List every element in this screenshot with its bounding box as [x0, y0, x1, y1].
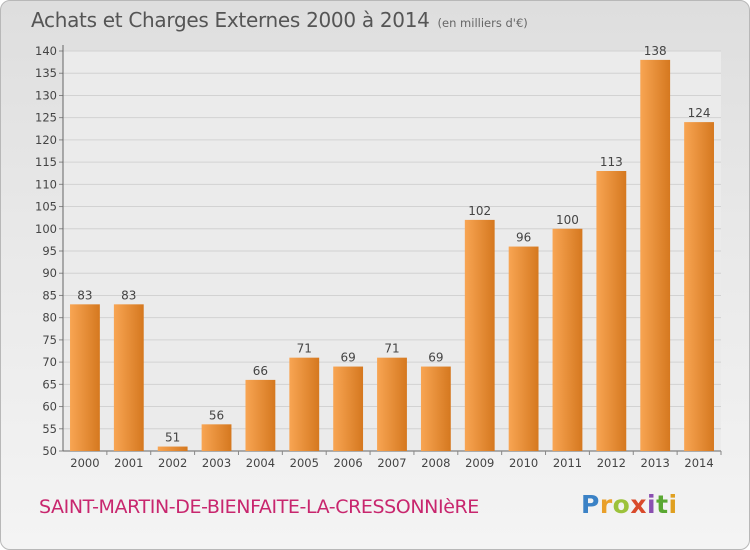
logo-letter: P	[581, 490, 600, 519]
data-label: 56	[209, 408, 224, 422]
y-tick-label: 60	[42, 400, 57, 414]
y-tick-label: 120	[35, 133, 57, 147]
data-label: 71	[384, 342, 399, 356]
y-tick-label: 115	[35, 155, 57, 169]
x-tick-label: 2009	[465, 456, 494, 470]
y-tick-label: 95	[42, 244, 57, 258]
logo-letter: r	[599, 490, 613, 519]
y-tick-label: 105	[35, 200, 57, 214]
bar	[420, 366, 451, 451]
data-label: 66	[253, 364, 268, 378]
y-tick-label: 75	[42, 333, 57, 347]
bar	[157, 446, 188, 451]
data-label: 138	[644, 44, 667, 58]
y-tick-label: 65	[42, 377, 57, 391]
bar	[113, 304, 144, 451]
y-tick-label: 80	[42, 311, 57, 325]
data-label: 96	[516, 231, 531, 245]
bar	[552, 228, 583, 451]
x-tick-label: 2013	[641, 456, 670, 470]
y-tick-label: 140	[35, 44, 57, 58]
x-tick-label: 2002	[158, 456, 187, 470]
logo-letter: i	[647, 490, 657, 519]
data-label: 71	[297, 342, 312, 356]
y-tick-label: 85	[42, 288, 57, 302]
y-tick-label: 135	[35, 66, 57, 80]
x-tick-label: 2012	[597, 456, 626, 470]
x-tick-label: 2003	[202, 456, 231, 470]
proxiti-logo: Proxiti	[581, 490, 678, 519]
x-tick-label: 2000	[70, 456, 99, 470]
x-tick-label: 2001	[114, 456, 143, 470]
logo-letter: t	[656, 490, 669, 519]
bar	[377, 357, 407, 451]
bar	[333, 366, 364, 451]
bar	[508, 246, 539, 451]
data-label: 69	[428, 351, 443, 365]
logo-letter: x	[630, 490, 647, 519]
y-tick-label: 90	[42, 266, 57, 280]
y-tick-label: 70	[42, 355, 57, 369]
chart-subtitle: (en milliers d'€)	[437, 16, 528, 30]
bar	[245, 379, 276, 451]
x-tick-label: 2006	[333, 456, 362, 470]
bar	[464, 219, 495, 451]
y-tick-label: 55	[42, 422, 57, 436]
y-tick-label: 110	[35, 177, 57, 191]
x-tick-label: 2007	[377, 456, 406, 470]
x-tick-label: 2005	[290, 456, 319, 470]
data-label: 113	[600, 155, 623, 169]
bar	[684, 122, 714, 451]
data-label: 83	[121, 288, 136, 302]
data-label: 69	[340, 351, 355, 365]
x-tick-label: 2011	[553, 456, 582, 470]
data-label: 83	[77, 288, 92, 302]
commune-name: SAINT-MARTIN-DE-BIENFAITE-LA-CRESSONNIèR…	[39, 496, 479, 518]
bar	[640, 59, 671, 452]
logo-letter: i	[668, 490, 678, 519]
title-row: Achats et Charges Externes 2000 à 2014 (e…	[31, 8, 528, 32]
y-tick-label: 50	[42, 444, 57, 458]
data-label: 51	[165, 431, 180, 445]
y-tick-label: 130	[35, 88, 57, 102]
x-tick-label: 2014	[684, 456, 713, 470]
data-label: 124	[688, 106, 711, 120]
data-label: 102	[468, 204, 491, 218]
x-tick-label: 2010	[509, 456, 538, 470]
bar	[70, 304, 100, 451]
bar	[289, 357, 320, 451]
chart-title: Achats et Charges Externes 2000 à 2014	[31, 8, 430, 32]
bar	[201, 424, 232, 451]
logo-letter: o	[612, 490, 631, 519]
data-label: 100	[556, 213, 579, 227]
x-tick-label: 2008	[421, 456, 450, 470]
bar	[596, 171, 627, 451]
y-tick-label: 125	[35, 111, 57, 125]
y-tick-label: 100	[35, 222, 57, 236]
x-tick-label: 2004	[246, 456, 275, 470]
